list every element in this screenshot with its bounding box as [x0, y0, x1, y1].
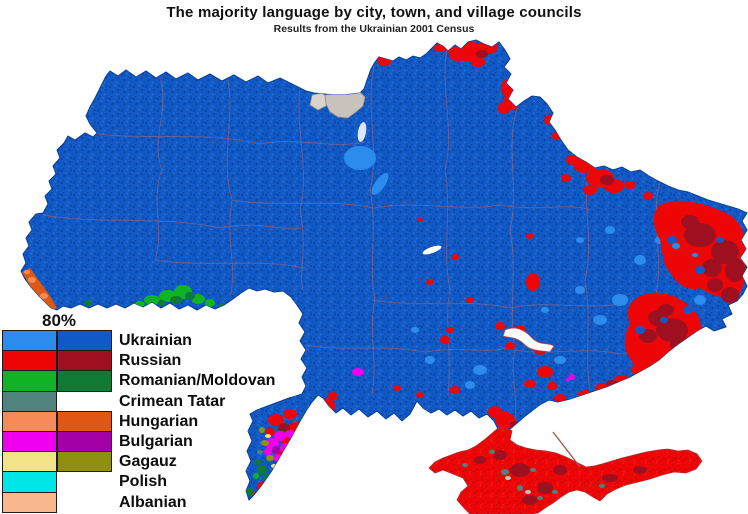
arabat-spit: [552, 431, 581, 468]
legend-row-gagauz: Gagauz: [2, 451, 275, 473]
map-subtitle: Results from the Ukrainian 2001 Census: [273, 23, 475, 35]
legend-rows: Ukrainian Russian Romanian/Moldovan Crimean…: [2, 330, 276, 513]
legend-label-bulgarian: Bulgarian: [119, 432, 193, 450]
legend-label-polish: Polish: [119, 473, 168, 491]
legend-threshold-label: 80%: [42, 311, 77, 330]
legend-swatch-light-romanian-moldovan: [2, 370, 57, 392]
legend-label-gagauz: Gagauz: [119, 453, 177, 471]
legend-swatch-dark-russian: [57, 350, 112, 372]
legend-row-crimean-tatar: Crimean Tatar: [2, 390, 275, 412]
legend-swatch-light-crimean-tatar: [2, 390, 57, 412]
legend-label-russian: Russian: [119, 352, 182, 370]
legend-row-hungarian: Hungarian: [2, 410, 275, 432]
bulgarian-specks: [352, 368, 575, 382]
legend-swatch-dark-ukrainian: [57, 330, 112, 352]
legend-swatch-dark-albanian: [57, 493, 112, 513]
romanian-areas: [84, 285, 225, 309]
legend-swatch-dark-bulgarian: [57, 430, 112, 453]
legend-row-bulgarian: Bulgarian: [2, 430, 275, 453]
ukrainian-50-80-areas: [344, 146, 714, 389]
donbas-blue-specks: [635, 236, 724, 334]
hungarian-areas: [22, 268, 57, 312]
legend-label-hungarian: Hungarian: [119, 412, 199, 430]
chernobyl-exclusion-zone: [309, 91, 366, 119]
legend-row-romanian-moldovan: Romanian/Moldovan: [2, 370, 276, 392]
russian-over80-areas: [476, 50, 745, 429]
legend-swatch-light-polish: [2, 471, 57, 493]
legend-swatch-light-russian: [2, 350, 57, 372]
legend-swatch-dark-gagauz: [57, 451, 112, 473]
legend-swatch-light-bulgarian: [2, 430, 57, 453]
legend-row-russian: Russian: [2, 350, 275, 372]
crimean-tatar-specks: [462, 450, 605, 500]
legend-swatch-dark-polish: [57, 472, 112, 492]
legend-label-romanian-moldovan: Romanian/Moldovan: [119, 372, 276, 390]
legend-row-polish: Polish: [2, 471, 275, 493]
legend-label-ukrainian: Ukrainian: [119, 332, 192, 349]
legend-swatch-light-ukrainian: [2, 330, 57, 352]
legend-swatch-dark-hungarian: [57, 410, 112, 432]
legend-swatch-light-albanian: [2, 491, 57, 513]
legend-swatch-dark-romanian-moldovan: [57, 370, 112, 392]
map-legend: 80% Ukrainian Russian Romanian/Moldovan Cri…: [2, 311, 276, 513]
legend-swatch-light-gagauz: [2, 451, 57, 473]
legend-label-albanian: Albanian: [119, 493, 187, 511]
legend-swatch-dark-crimean-tatar: [57, 392, 112, 412]
crimea-russian-over80: [474, 450, 647, 505]
legend-swatch-light-hungarian: [2, 410, 57, 432]
legend-row-ukrainian: Ukrainian: [2, 330, 275, 352]
crimea: [428, 426, 703, 514]
map-title: The majority language by city, town, and…: [166, 4, 582, 21]
legend-row-albanian: Albanian: [2, 491, 275, 513]
legend-label-crimean-tatar: Crimean Tatar: [119, 392, 226, 410]
